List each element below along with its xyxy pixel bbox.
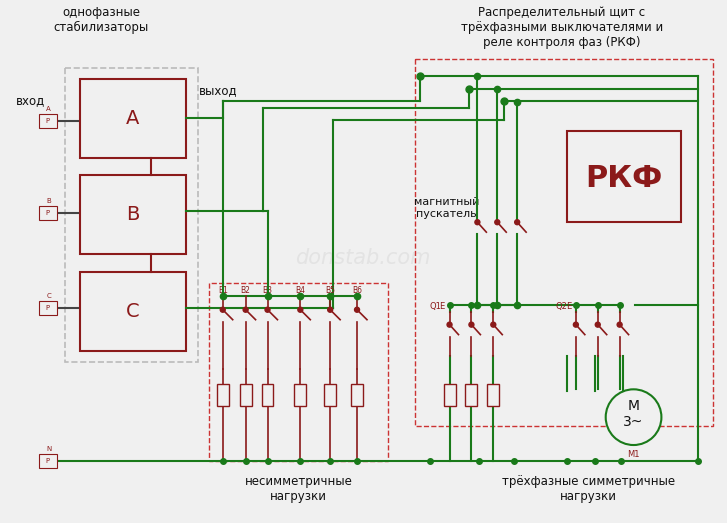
Text: A: A — [47, 106, 51, 112]
FancyBboxPatch shape — [79, 79, 186, 157]
Text: Распределительный щит с
трёхфазными выключателями и
реле контроля фаз (РКФ): Распределительный щит с трёхфазными выкл… — [461, 6, 663, 49]
Circle shape — [606, 389, 662, 445]
Text: E: E — [440, 302, 445, 311]
Circle shape — [447, 322, 452, 327]
Circle shape — [220, 307, 225, 312]
Circle shape — [574, 322, 579, 327]
Text: B: B — [126, 205, 140, 224]
Bar — [39, 454, 57, 468]
Text: P: P — [46, 305, 49, 311]
Text: C: C — [126, 302, 140, 321]
Text: несимметричные
нагрузки: несимметричные нагрузки — [244, 475, 353, 503]
Text: B5: B5 — [325, 286, 335, 295]
Text: donstab.com: donstab.com — [295, 248, 431, 268]
Bar — [487, 384, 499, 406]
Bar — [262, 384, 273, 406]
Text: B2: B2 — [241, 286, 251, 295]
Text: Q1: Q1 — [430, 302, 441, 311]
Circle shape — [491, 322, 496, 327]
Circle shape — [495, 220, 499, 225]
Bar — [324, 384, 336, 406]
Text: M
3~: M 3~ — [623, 399, 643, 429]
FancyBboxPatch shape — [567, 131, 681, 222]
Text: A: A — [126, 109, 140, 128]
Text: P: P — [46, 210, 49, 216]
Bar — [240, 384, 252, 406]
Text: B: B — [47, 198, 51, 204]
Text: C: C — [47, 293, 51, 299]
Bar — [443, 384, 456, 406]
Text: B4: B4 — [295, 286, 305, 295]
Text: P: P — [46, 118, 49, 124]
Circle shape — [265, 307, 270, 312]
Text: РКФ: РКФ — [585, 164, 662, 193]
Circle shape — [515, 220, 520, 225]
Text: B6: B6 — [352, 286, 362, 295]
Text: однофазные
стабилизаторы: однофазные стабилизаторы — [54, 6, 149, 35]
Circle shape — [298, 307, 303, 312]
Circle shape — [475, 220, 480, 225]
Text: выход: выход — [199, 84, 238, 97]
Text: трёхфазные симметричные
нагрузки: трёхфазные симметричные нагрузки — [502, 475, 675, 503]
Circle shape — [328, 307, 333, 312]
Circle shape — [469, 322, 474, 327]
Text: N: N — [46, 446, 52, 452]
FancyBboxPatch shape — [79, 175, 186, 254]
Text: E: E — [566, 302, 571, 311]
Bar — [294, 384, 306, 406]
Text: Q2: Q2 — [556, 302, 568, 311]
Text: B1: B1 — [218, 286, 228, 295]
Bar — [465, 384, 478, 406]
Text: P: P — [46, 458, 49, 464]
Bar — [39, 206, 57, 220]
Circle shape — [595, 322, 601, 327]
Text: B3: B3 — [262, 286, 273, 295]
Text: вход: вход — [16, 94, 45, 107]
Circle shape — [243, 307, 248, 312]
Bar — [39, 301, 57, 315]
Text: M1: M1 — [627, 450, 640, 459]
Bar — [39, 114, 57, 128]
Circle shape — [617, 322, 622, 327]
Bar — [217, 384, 229, 406]
Bar — [351, 384, 363, 406]
FancyBboxPatch shape — [79, 272, 186, 350]
Text: магнитный
пускатель: магнитный пускатель — [414, 198, 479, 219]
Circle shape — [355, 307, 360, 312]
